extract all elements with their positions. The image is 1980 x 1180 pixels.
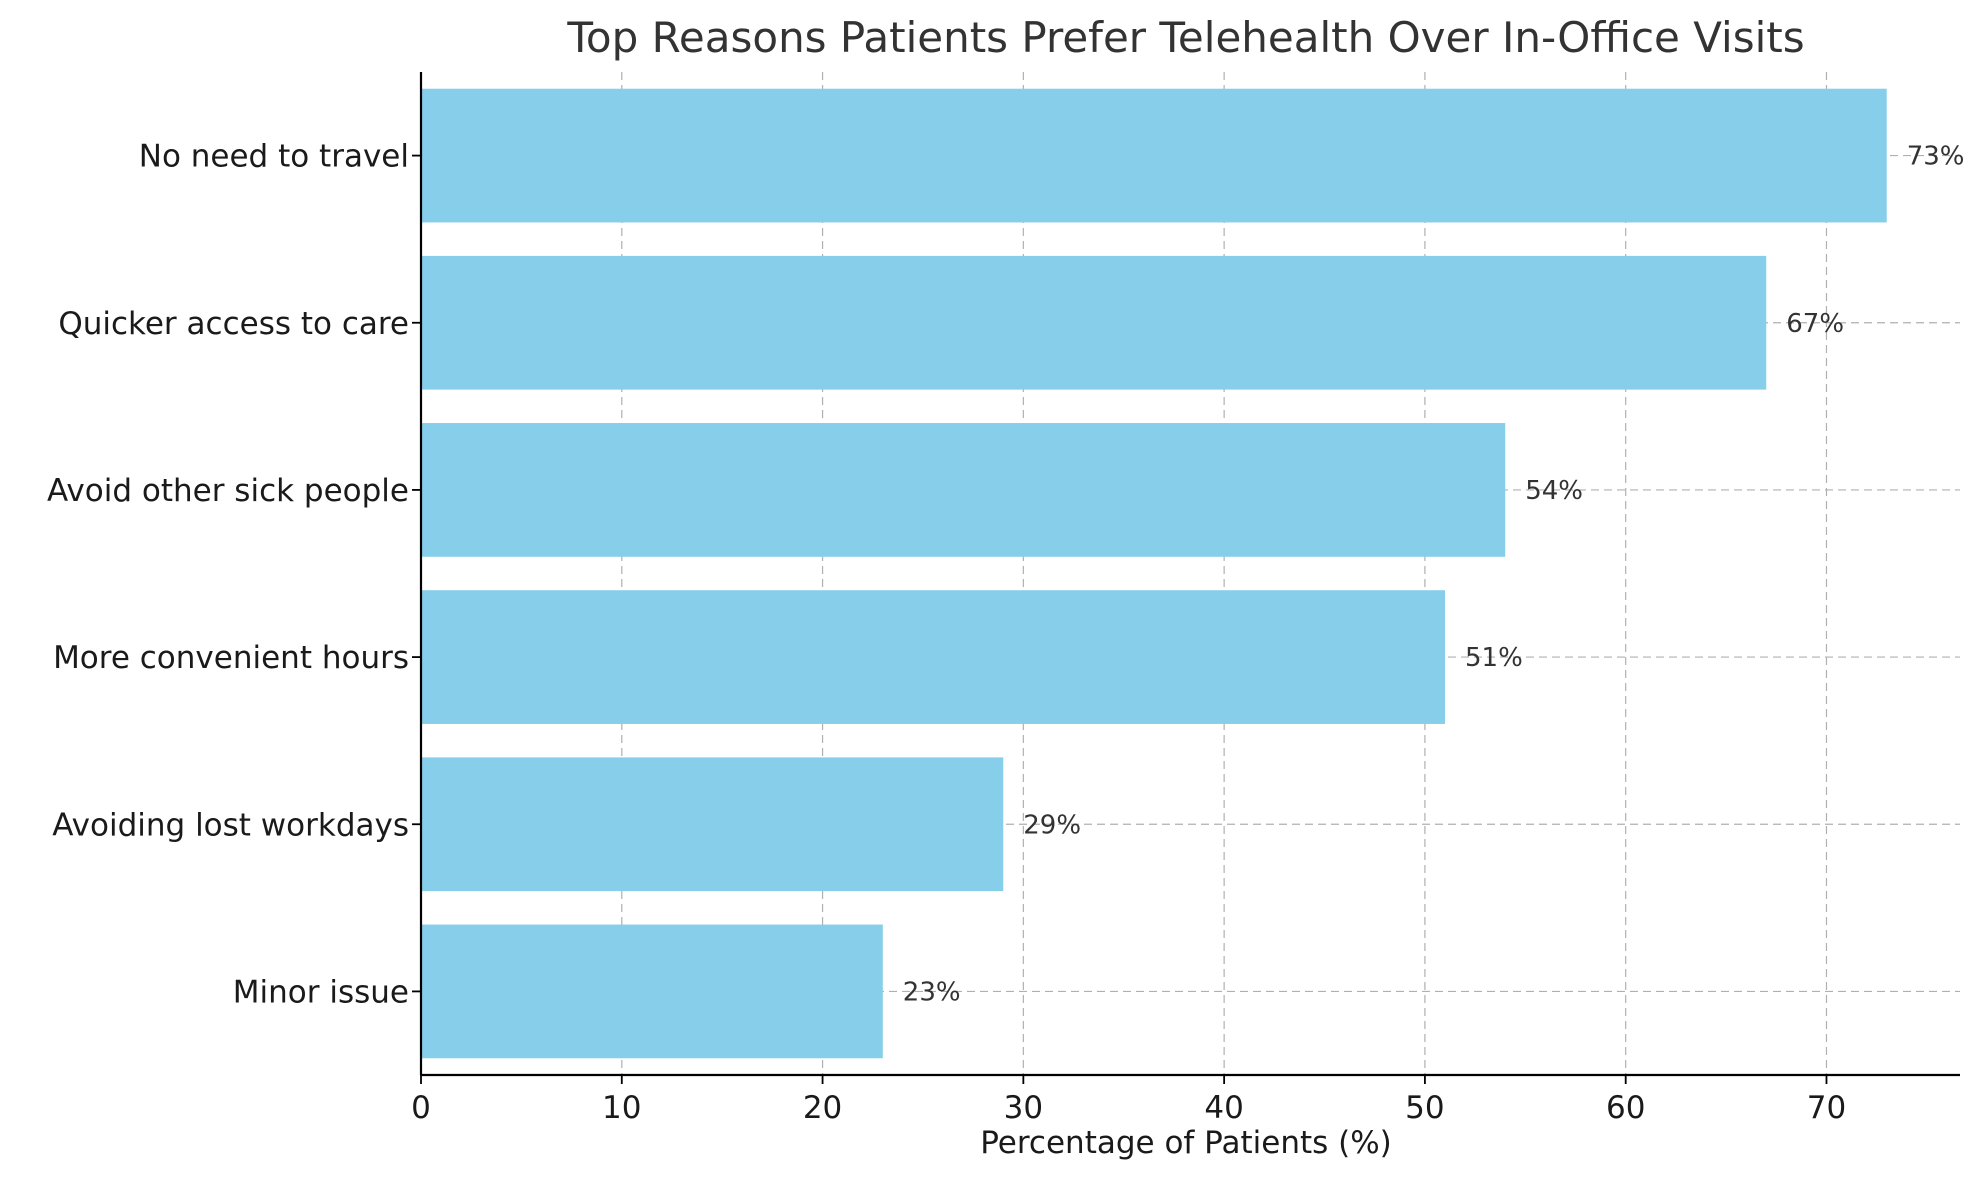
bar bbox=[421, 757, 1004, 892]
category-label: Minor issue bbox=[233, 974, 409, 1010]
category-label: Avoid other sick people bbox=[47, 473, 409, 509]
category-label: No need to travel bbox=[139, 139, 409, 175]
bars bbox=[421, 88, 1887, 1059]
x-tick-label: 60 bbox=[1606, 1090, 1645, 1126]
bar-value-label: 67% bbox=[1786, 309, 1844, 339]
bar-value-label: 73% bbox=[1907, 142, 1965, 172]
bar bbox=[421, 924, 883, 1059]
axes: No need to travel Quicker access to care A… bbox=[47, 72, 1960, 1126]
x-tick-label: 10 bbox=[602, 1090, 641, 1126]
x-tick-label: 70 bbox=[1807, 1090, 1846, 1126]
x-tick-label: 0 bbox=[411, 1090, 431, 1126]
bar bbox=[421, 423, 1506, 557]
bar bbox=[421, 88, 1887, 223]
category-label: Avoiding lost workdays bbox=[52, 807, 409, 843]
x-tick-label: 50 bbox=[1405, 1090, 1444, 1126]
category-label: Quicker access to care bbox=[58, 306, 409, 342]
category-label: More convenient hours bbox=[53, 640, 409, 676]
x-tick-label: 30 bbox=[1004, 1090, 1043, 1126]
bar-value-label: 23% bbox=[903, 977, 961, 1007]
bar-value-label: 29% bbox=[1023, 810, 1081, 840]
x-axis-title: Percentage of Patients (%) bbox=[980, 1125, 1392, 1161]
bar bbox=[421, 590, 1445, 724]
x-tick-label: 40 bbox=[1204, 1090, 1243, 1126]
data-labels: 73% 67% 54% 51% 29% 23% bbox=[903, 142, 1965, 1008]
bar-value-label: 54% bbox=[1525, 476, 1583, 506]
bar-value-label: 51% bbox=[1465, 643, 1523, 673]
chart-title: Top Reasons Patients Prefer Telehealth O… bbox=[566, 13, 1804, 62]
x-tick-label: 20 bbox=[803, 1090, 842, 1126]
bar bbox=[421, 255, 1767, 390]
